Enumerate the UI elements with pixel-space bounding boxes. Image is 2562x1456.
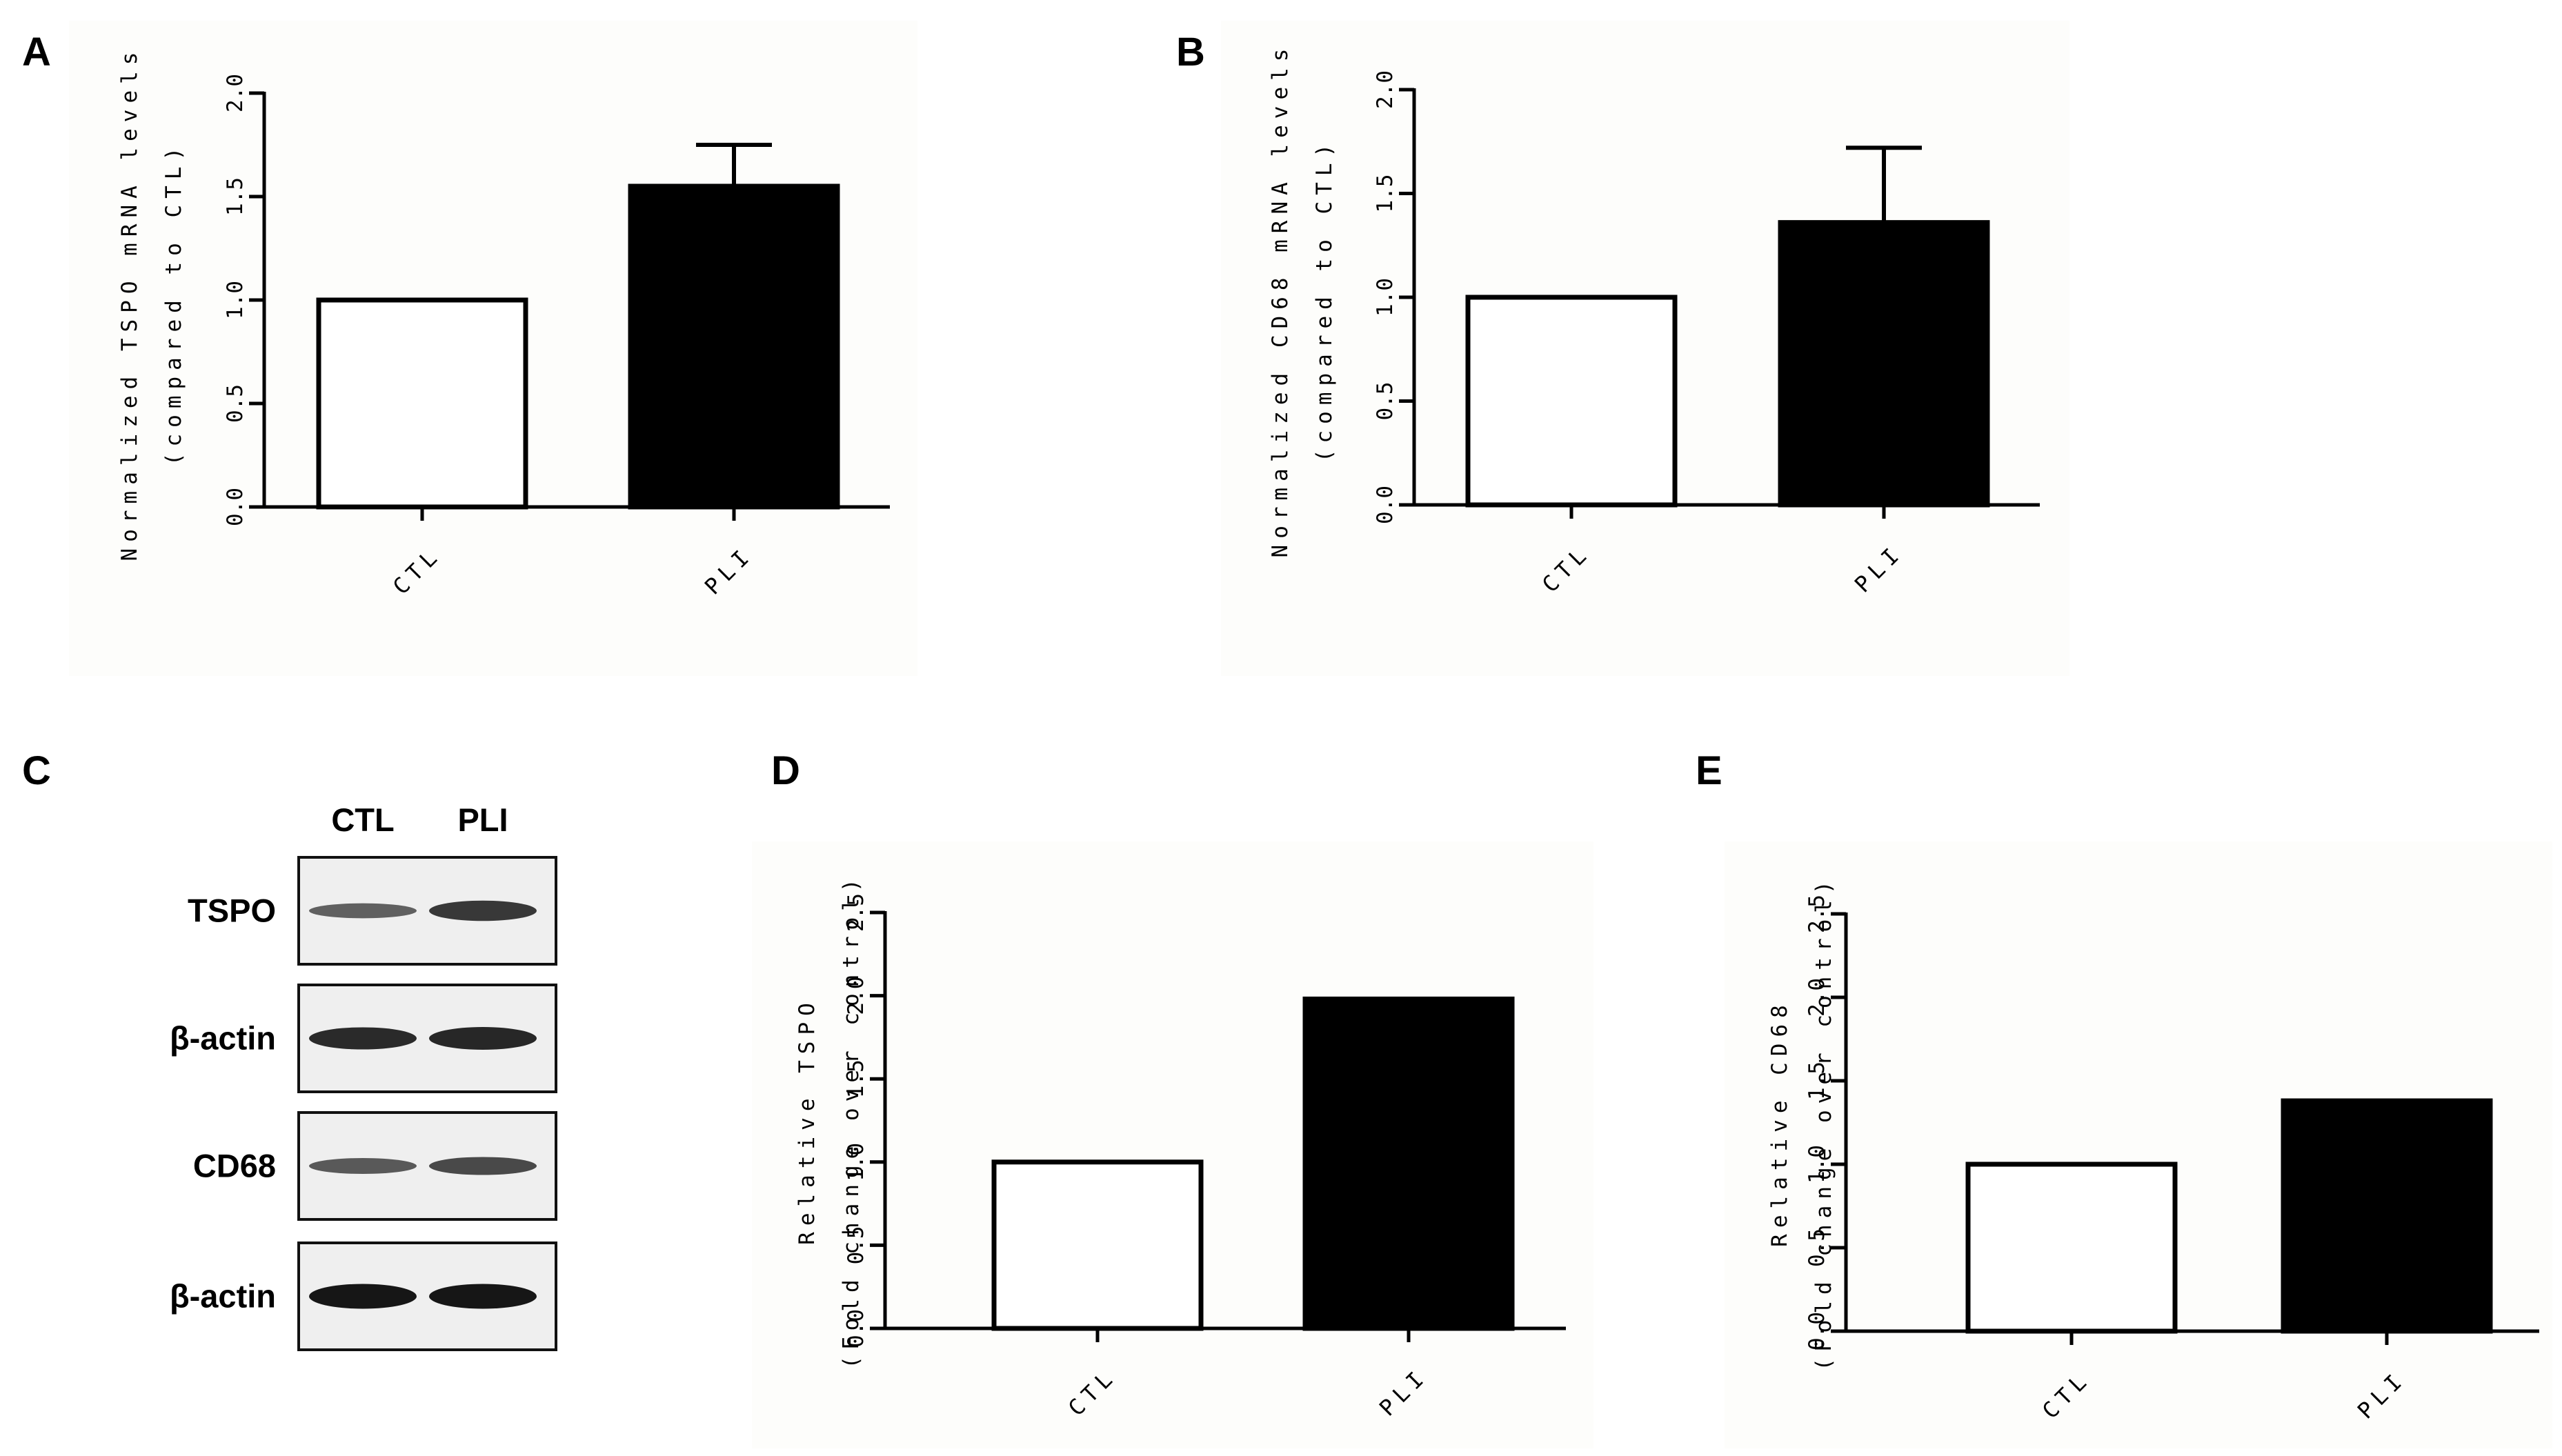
blot-rows: TSPO β-actin CD68 β-actin [170,856,557,1351]
chart-d-y-tick-label: 1.5 [844,1059,868,1098]
chart-e-y-tick-label: 1.0 [1805,1145,1829,1184]
chart-a-bar-pli [628,183,840,510]
chart-d-marks [991,996,1515,1331]
chart-d-bar-ctl [991,1159,1204,1331]
chart-a-y-tick-label: 1.5 [223,177,248,216]
chart-b-y-tick-label: 1.0 [1373,278,1398,317]
chart-b-marks [1465,146,1990,508]
blot-band-beta-actin-pli [429,1284,537,1309]
blot-lane-label-ctl: CTL [331,801,394,838]
chart-b-bar-pli [1778,220,1990,508]
chart-d-y-tick-label: 0.5 [844,1226,868,1264]
blot-band-tspo-ctl [309,903,417,919]
blot-row-label-beta-actin: β-actin [170,1020,276,1057]
chart-a-y-tick-label: 0.0 [223,488,248,526]
chart-a-y-tick-label: 0.5 [223,384,248,423]
chart-a-marks [316,143,840,510]
panel-letter-b: B [1176,30,1205,74]
chart-b-y-tick-label: 0.0 [1373,486,1398,524]
blot-row-beta-actin: β-actin [170,1241,557,1351]
blot-band-cd68-pli [429,1157,537,1175]
blot-row-beta-actin: β-actin [170,984,557,1093]
chart-d-y-tick-label: 1.0 [844,1143,868,1181]
chart-b-y-tick-label: 1.5 [1373,174,1398,213]
blot-band-beta-actin-pli [429,1027,537,1050]
blot-membrane-tspo [297,856,557,966]
blot-row-label-beta-actin: β-actin [170,1278,276,1315]
chart-e-marks [1965,1098,2493,1334]
chart-e-y-tick-label: 2.5 [1805,895,1829,933]
chart-a-y-tick-label: 1.0 [223,281,248,319]
blot-band-tspo-pli [429,900,537,921]
chart-b-y-tick-label: 0.5 [1373,382,1398,421]
chart-b-bar-ctl [1465,295,1678,508]
blot-row-cd68: CD68 [193,1111,557,1221]
blot-row-label-cd68: CD68 [193,1148,276,1184]
chart-e-y-tick-label: 2.0 [1805,978,1829,1017]
chart-a-bar-ctl [316,297,528,510]
chart-d-bar-pli [1302,996,1515,1331]
chart-e-ylabel-line-2: (Fold change over control) [1811,875,1836,1370]
blot-band-cd68-ctl [309,1158,417,1174]
panel-letter-d: D [771,748,800,793]
chart-b-y-tick-label: 2.0 [1373,70,1398,109]
chart-e-bar-ctl [1965,1161,2178,1334]
chart-d-y-tick-label: 2.5 [844,893,868,932]
chart-d-y-tick-label: 0.0 [844,1309,868,1348]
panel-letter-e: E [1696,748,1722,793]
chart-e-ylabel-line-1: Relative CD68 [1767,999,1792,1247]
chart-e-y-tick-label: 0.5 [1805,1228,1829,1267]
blot-lane-label-pli: PLI [457,801,508,838]
chart-d-y-tick-label: 2.0 [844,977,868,1015]
chart-b-ylabel-line-1: Normalized CD68 mRNA levels [1268,43,1293,558]
chart-d-ylabel-line-1: Relative TSPO [795,997,820,1245]
chart-a-y-tick-label: 2.0 [223,74,248,112]
blot-band-beta-actin-ctl [309,1027,417,1050]
western-blot: CTL PLI TSPO β-actin CD68 β-actin [170,801,557,1351]
chart-d-ylabel-line-2: (Fold change over control) [839,872,864,1368]
panel-letter-a: A [22,30,51,74]
chart-a-ylabel-line-1: Normalized TSPO mRNA levels [117,46,142,561]
chart-e-y-tick-label: 1.5 [1805,1061,1829,1100]
blot-band-beta-actin-ctl [309,1284,417,1309]
panel-letter-c: C [22,748,51,793]
chart-a-ylabel-line-2: (compared to CTL) [161,141,186,466]
blot-row-label-tspo: TSPO [188,892,276,929]
blot-row-tspo: TSPO [188,856,557,966]
chart-b-ylabel-line-2: (compared to CTL) [1312,138,1337,462]
chart-e-y-tick-label: 0.0 [1805,1312,1829,1350]
chart-e-bar-pli [2281,1098,2493,1334]
